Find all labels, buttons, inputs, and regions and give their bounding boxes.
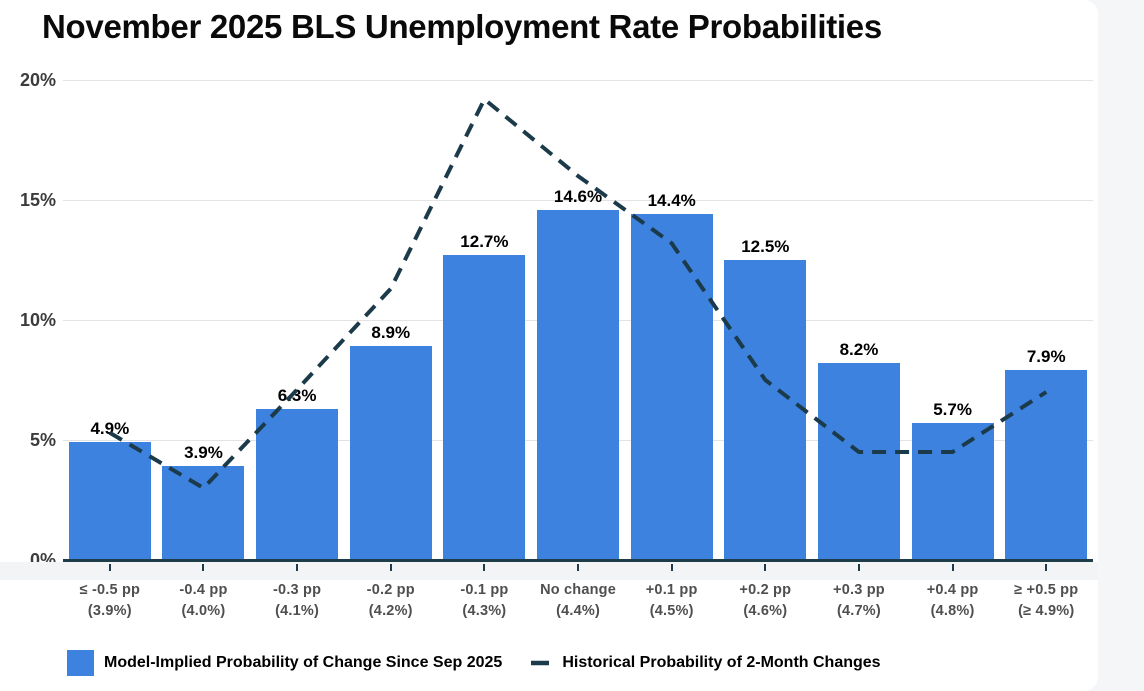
probability-bar[interactable] (630, 214, 713, 560)
bar-slot: 3.9% (157, 40, 251, 560)
bar-value-label: 14.6% (553, 186, 603, 206)
x-category-label: ≤ -0.5 pp (79, 582, 141, 598)
axis-tick (483, 564, 486, 571)
bar-value-label: 12.5% (741, 237, 790, 256)
probability-bar[interactable] (911, 423, 994, 560)
x-category-label: +0.4 pp (926, 582, 979, 598)
x-category-label: -0.4 pp (179, 582, 228, 598)
axis-tick (108, 564, 111, 571)
axis-tick (296, 564, 299, 571)
probability-bar[interactable] (1005, 370, 1088, 560)
x-category-sublabel: (4.6%) (743, 603, 788, 619)
bar-value-label: 12.7% (460, 232, 509, 252)
axis-tick (670, 564, 673, 571)
x-axis-line (63, 559, 1093, 562)
bar-slot: 12.7% (438, 40, 532, 560)
legend-label-historical: Historical Probability of 2-Month Change… (562, 654, 881, 671)
gridline (63, 80, 1093, 81)
plot-area: 4.9% 3.9% 6.3% 8.9% 12.7% 14.6% 14.4% 12.5% 8.2%… (63, 80, 1093, 562)
y-tick-label: 15% (19, 190, 56, 210)
chart-card: November 2025 BLS Unemployment Rate Prob… (0, 8, 1098, 678)
x-category-label: +0.3 pp (833, 582, 885, 598)
bar-value-label: 5.7% (933, 400, 972, 420)
x-category: +0.1 pp (4.5%) (625, 580, 719, 622)
axis-tick (764, 564, 767, 571)
probability-bar[interactable] (256, 408, 339, 560)
axis-tick (1045, 564, 1048, 571)
x-category-label: -0.3 pp (273, 582, 322, 598)
bar-value-label: 7.9% (1026, 347, 1066, 367)
bar-slot: 8.9% (344, 40, 438, 560)
y-axis: 0% 5% 10% 15% 20% (0, 70, 56, 570)
x-category: +0.4 pp (4.8%) (906, 580, 1000, 622)
x-category-label: -0.1 pp (460, 582, 509, 598)
x-category-sublabel: (4.1%) (275, 603, 320, 619)
x-category-sublabel: (4.3%) (462, 603, 507, 619)
legend-item-historical[interactable]: Historical Probability of 2-Month Change… (528, 654, 881, 672)
bar-slot: 14.4% (625, 40, 719, 560)
probability-bar[interactable] (443, 255, 526, 560)
probability-bar[interactable] (537, 209, 620, 560)
bar-value-label: 6.3% (277, 385, 317, 405)
tick-band (0, 562, 1098, 580)
x-category-sublabel: (≥ 4.9%) (1018, 603, 1075, 619)
y-tick-label: 5% (29, 430, 56, 450)
bar-series: 4.9% 3.9% 6.3% 8.9% 12.7% 14.6% 14.4% 12.5% 8.2%… (63, 40, 1093, 560)
bar-value-label: 14.4% (647, 191, 696, 211)
x-category: -0.2 pp (4.2%) (344, 580, 438, 622)
probability-bar[interactable] (724, 260, 807, 560)
x-category-label: ≥ +0.5 pp (1014, 582, 1079, 598)
x-category: -0.4 pp (4.0%) (157, 580, 251, 622)
x-category: -0.3 pp (4.1%) (250, 580, 344, 622)
x-category-label: No change (540, 582, 616, 598)
dashed-line-icon (531, 660, 550, 666)
x-category-sublabel: (4.0%) (181, 603, 226, 619)
probability-bar[interactable] (68, 442, 151, 560)
x-category-label: +0.2 pp (739, 582, 792, 598)
x-category: ≥ +0.5 pp (≥ 4.9%) (999, 580, 1093, 622)
bar-slot: 4.9% (63, 40, 157, 560)
bar-value-label: 8.9% (371, 323, 411, 343)
axis-tick (857, 564, 860, 571)
y-tick-label: 20% (19, 70, 56, 90)
bar-value-label: 8.2% (839, 340, 879, 360)
bar-slot: 5.7% (906, 40, 1000, 560)
probability-bar[interactable] (349, 346, 432, 560)
axis-tick (202, 564, 205, 571)
x-category: -0.1 pp (4.3%) (438, 580, 532, 622)
x-category-sublabel: (4.2%) (368, 603, 413, 619)
bar-slot: 12.5% (718, 40, 812, 560)
probability-bar[interactable] (162, 466, 245, 560)
legend-label-model-implied: Model-Implied Probability of Change Sinc… (104, 654, 503, 671)
bar-value-label: 4.9% (90, 419, 130, 439)
bar-slot: 14.6% (531, 40, 625, 560)
legend-item-model-implied[interactable]: Model-Implied Probability of Change Sinc… (67, 650, 502, 676)
x-category-label: +0.1 pp (645, 582, 698, 598)
x-category-sublabel: (4.7%) (836, 603, 881, 619)
probability-bar[interactable] (817, 363, 900, 560)
x-category: ≤ -0.5 pp (3.9%) (63, 580, 157, 622)
y-tick-label: 10% (19, 310, 56, 330)
x-category-sublabel: (4.5%) (649, 603, 694, 619)
axis-tick (577, 564, 579, 571)
x-category: +0.2 pp (4.6%) (718, 580, 812, 622)
x-category: No change (4.4%) (531, 580, 625, 622)
bar-slot: 6.3% (250, 40, 344, 560)
x-category-label: -0.2 pp (366, 582, 415, 598)
axis-tick (951, 564, 954, 571)
x-category-sublabel: (4.4%) (556, 603, 600, 619)
x-category-sublabel: (3.9%) (87, 603, 132, 619)
x-category-sublabel: (4.8%) (930, 603, 975, 619)
x-axis-labels: ≤ -0.5 pp (3.9%) -0.4 pp (4.0%) -0.3 pp (4.1%… (63, 580, 1093, 622)
bar-slot: 8.2% (812, 40, 906, 560)
x-category: +0.3 pp (4.7%) (812, 580, 906, 622)
bar-value-label: 3.9% (184, 443, 223, 463)
axis-tick (389, 564, 392, 571)
legend: Model-Implied Probability of Change Sinc… (67, 648, 881, 678)
chart-title: November 2025 BLS Unemployment Rate Prob… (42, 8, 882, 45)
bar-slot: 7.9% (999, 40, 1093, 560)
bar-swatch-icon (67, 650, 94, 676)
